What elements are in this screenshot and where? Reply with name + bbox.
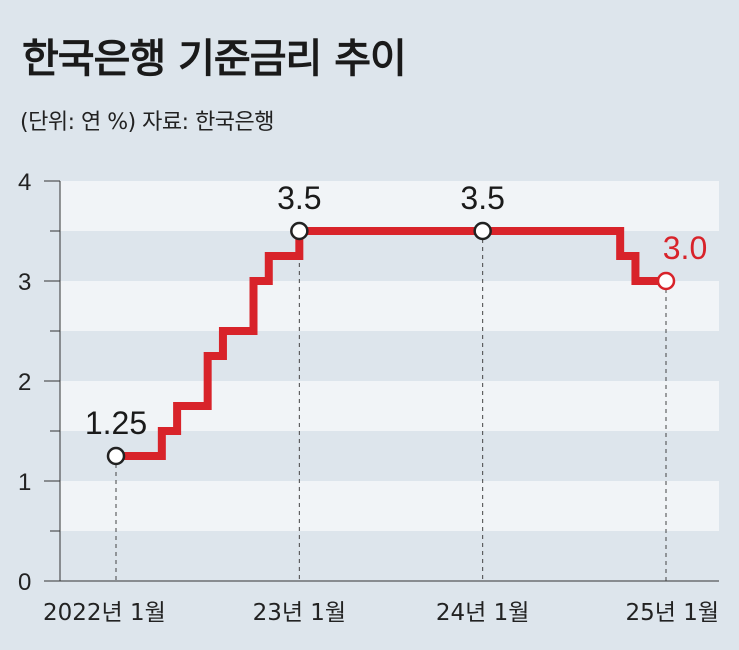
annotation-marker: [473, 221, 492, 241]
chart-title: 한국은행 기준금리 추이: [22, 36, 407, 82]
data-label: 3.0: [663, 230, 707, 266]
y-tick-label: 1: [18, 469, 31, 496]
y-tick-label: 3: [18, 269, 31, 296]
grid-band: [60, 481, 719, 531]
chart-subtitle: (단위: 연 %) 자료: 한국은행: [20, 110, 275, 135]
y-axis: 0 1 2 3 4: [18, 169, 61, 596]
grid-band: [60, 281, 719, 331]
y-tick-label: 4: [18, 169, 31, 196]
grid-band: [60, 381, 719, 431]
grid-bands: [60, 181, 719, 531]
y-tick-label: 2: [18, 369, 31, 396]
data-label: 1.25: [85, 405, 147, 441]
annotation-guides: [115, 231, 667, 581]
annotation-marker: [656, 271, 676, 291]
y-tick-label: 0: [18, 569, 31, 596]
rate-step-line: [116, 227, 666, 460]
x-tick-label: 2022년 1월: [43, 600, 166, 626]
data-label: 3.5: [277, 180, 321, 216]
x-axis: 2022년 1월 23년 1월 24년 1월 25년 1월: [43, 580, 719, 626]
annotation-points: 1.25 3.5 3.5 3.0: [85, 180, 707, 466]
x-tick-label: 23년 1월: [253, 600, 347, 626]
annotation-marker: [106, 446, 126, 466]
data-label: 3.5: [460, 180, 504, 216]
grid-band: [60, 181, 719, 231]
annotation-marker: [290, 221, 309, 241]
x-tick-label: 25년 1월: [625, 600, 719, 626]
x-tick-label: 24년 1월: [436, 600, 530, 626]
series-layer: [116, 227, 666, 460]
